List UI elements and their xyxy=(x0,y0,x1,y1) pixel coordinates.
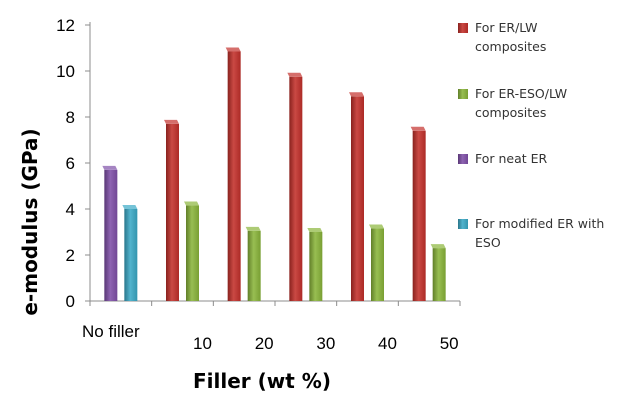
y-tick-label: 4 xyxy=(66,200,75,219)
x-tick-label: 10 xyxy=(193,334,212,353)
bar xyxy=(102,165,118,301)
legend-item: For ER/LW composites xyxy=(458,20,546,54)
tick-labels: 0 2 4 6 8 10 12 No filler 10 20 30 40 50 xyxy=(56,16,459,353)
axis-titles: Filler (wt %) e-modulus (GPa) xyxy=(18,128,331,393)
axes xyxy=(85,22,461,306)
legend-label: For ER/LW composites xyxy=(475,20,546,54)
legend-label: For neat ER xyxy=(475,151,548,166)
x-tick-label: 20 xyxy=(255,334,274,353)
legend-item: For modified ER with ESO xyxy=(458,216,604,250)
y-tick-label: 0 xyxy=(66,292,75,311)
legend-swatch xyxy=(458,219,468,229)
bar xyxy=(245,226,261,301)
legend-item: For ER-ESO/LW composites xyxy=(458,86,567,120)
x-tick-label: 40 xyxy=(378,334,397,353)
bar xyxy=(164,119,179,302)
x-tick-label: 50 xyxy=(440,334,459,353)
x-tick-label: 30 xyxy=(316,334,335,353)
y-tick-label: 10 xyxy=(56,62,75,81)
bar xyxy=(184,201,199,301)
legend-swatch xyxy=(458,23,468,33)
legend-swatch xyxy=(458,154,468,164)
bar xyxy=(369,224,384,301)
bar xyxy=(430,244,446,301)
bars xyxy=(102,47,446,302)
bar xyxy=(287,72,303,301)
bar xyxy=(410,126,426,301)
y-axis-title: e-modulus (GPa) xyxy=(18,128,42,315)
y-tick-label: 8 xyxy=(66,108,75,127)
x-axis-title: Filler (wt %) xyxy=(193,369,331,393)
bar xyxy=(349,92,364,301)
y-tick-label: 2 xyxy=(66,246,75,265)
y-tick-label: 6 xyxy=(66,154,75,173)
legend-item: For neat ER xyxy=(458,151,548,166)
y-tick-label: 12 xyxy=(56,16,75,35)
bar xyxy=(307,228,323,301)
legend: For ER/LW composites For ER-ESO/LW composit… xyxy=(458,20,604,250)
legend-label: For ER-ESO/LW composites xyxy=(475,86,567,120)
legend-swatch xyxy=(458,89,468,99)
x-tick-label: No filler xyxy=(82,322,140,341)
bar xyxy=(122,205,138,301)
legend-label: For modified ER with ESO xyxy=(475,216,604,250)
bar xyxy=(225,47,241,302)
